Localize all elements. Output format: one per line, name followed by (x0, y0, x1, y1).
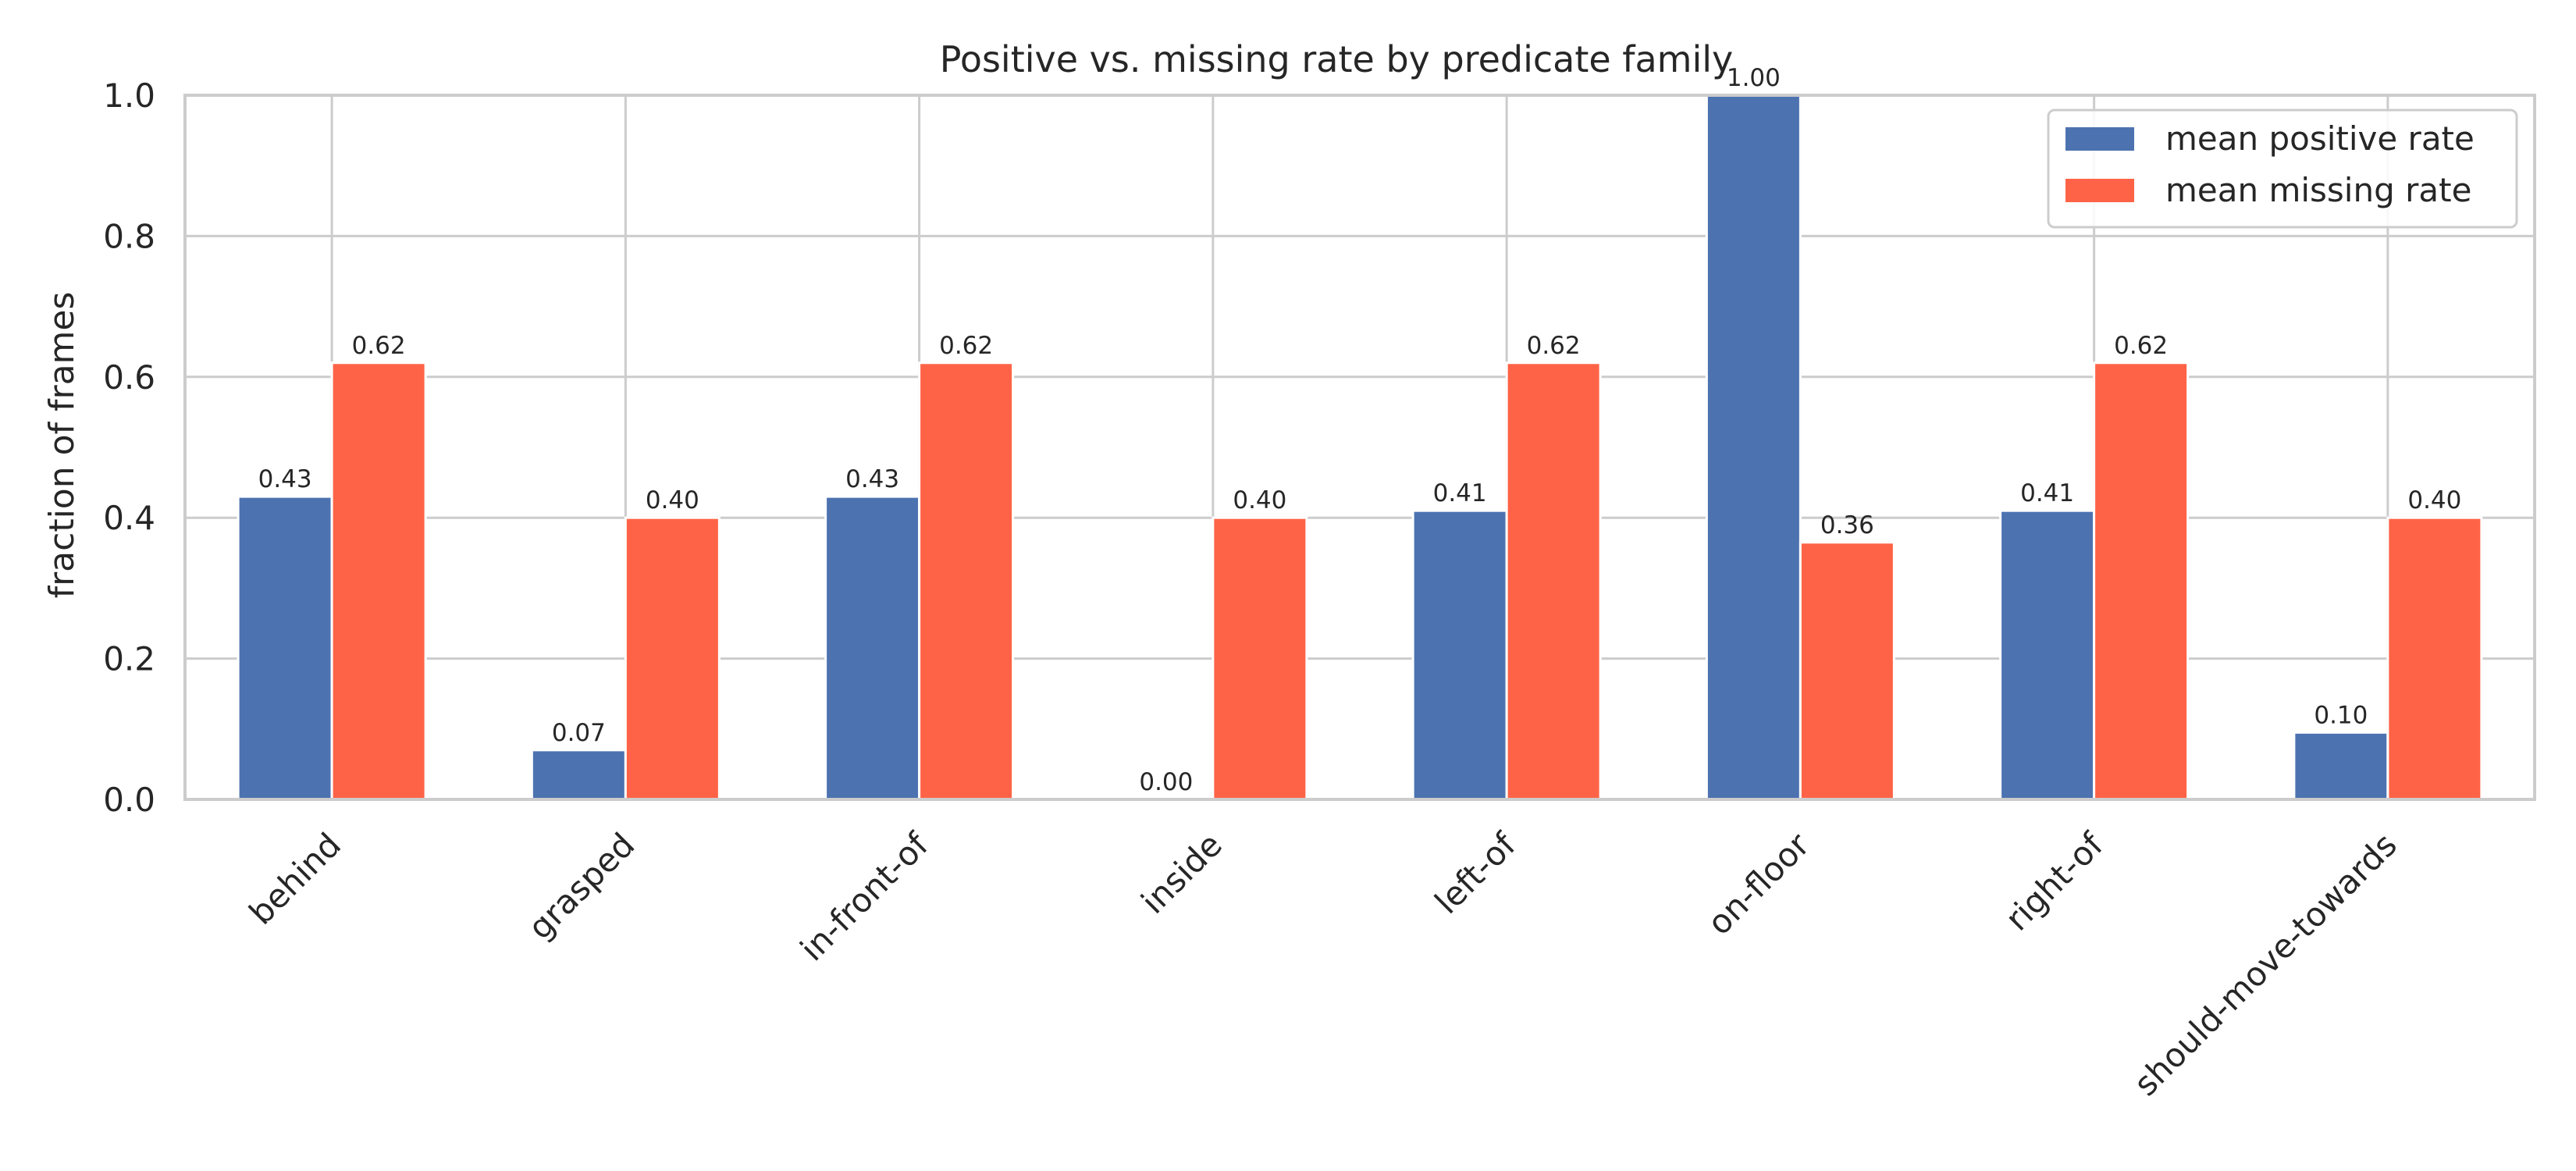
y-axis-ticks: 0.0 0.2 0.4 0.6 0.8 1.0 (103, 77, 155, 819)
y-tick-label: 0.8 (103, 217, 155, 255)
y-tick-label: 0.4 (103, 499, 155, 537)
bar-positive-behind (237, 495, 333, 801)
bar-value-label: 0.43 (845, 465, 899, 493)
bar-positive-left-of (1411, 509, 1508, 801)
plot-frame (183, 94, 2536, 801)
bar-missing-grasped (624, 516, 720, 801)
bar-value-label: 0.40 (1233, 486, 1286, 514)
bar-missing-left-of (1505, 361, 1602, 801)
legend-swatch (2065, 127, 2134, 151)
bar-value-label: 0.62 (1527, 332, 1581, 360)
bar-value-label: 0.36 (1820, 511, 1874, 539)
bar-missing-right-of (2093, 361, 2190, 801)
bar-missing-behind (330, 361, 427, 801)
bar-value-label: 0.62 (939, 332, 993, 360)
bar-value-label: 0.41 (1433, 479, 1487, 507)
bar-value-label: 0.10 (2314, 701, 2368, 729)
bar-missing-should-move-towards (2386, 516, 2483, 801)
y-tick-label: 1.0 (103, 77, 155, 115)
legend-entry: mean positive rate (2165, 119, 2475, 158)
bar-missing-inside (1212, 516, 1308, 801)
bar-value-label: 0.62 (352, 332, 406, 360)
bar-missing-on-floor (1799, 541, 1895, 801)
bar-value-label: 0.40 (646, 486, 699, 514)
bar-value-label: 1.00 (1727, 64, 1781, 92)
bar-value-labels: 0.43 0.07 0.43 0.00 0.41 1.00 0.41 0.10 0.62 0.40… (258, 64, 2462, 796)
y-tick-label: 0.6 (103, 358, 155, 397)
bar-value-label: 0.43 (258, 465, 312, 493)
chart-title: Positive vs. missing rate by predicate f… (940, 38, 1734, 80)
legend-entry: mean missing rate (2165, 171, 2471, 209)
bar-positive-right-of (1999, 509, 2096, 801)
bar-positive-should-move-towards (2293, 731, 2389, 801)
bar-positive-grasped (530, 749, 627, 801)
y-tick-label: 0.0 (103, 781, 155, 819)
y-tick-label: 0.2 (103, 640, 155, 678)
bar-value-label: 0.00 (1139, 768, 1193, 796)
bar-value-label: 0.41 (2020, 479, 2074, 507)
bar-value-label: 0.62 (2114, 332, 2168, 360)
legend-box (2047, 109, 2518, 229)
bar-value-label: 0.07 (552, 719, 606, 747)
bar-positive-in-front-of (824, 495, 921, 801)
bar-value-label: 0.40 (2407, 486, 2461, 514)
bars (237, 94, 2483, 801)
y-axis-label: fraction of frames (42, 292, 82, 599)
bar-missing-in-front-of (918, 361, 1015, 801)
bar-positive-on-floor (1705, 94, 1802, 801)
legend: mean positive rate mean missing rate (2047, 109, 2518, 229)
legend-swatch (2065, 179, 2134, 202)
